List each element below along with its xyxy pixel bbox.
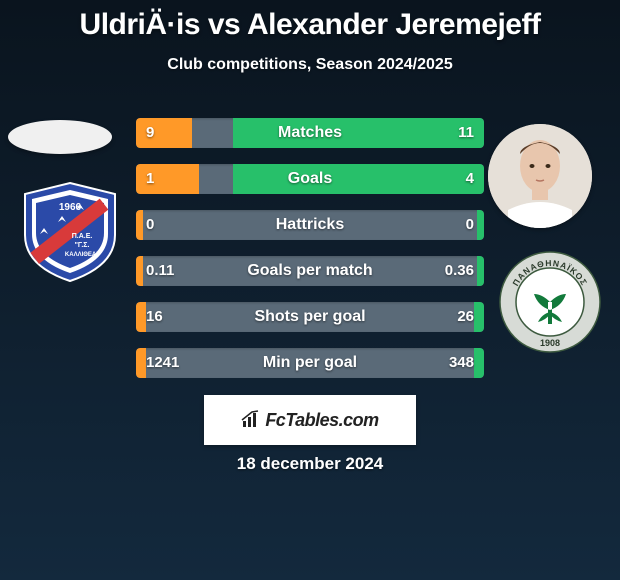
crest-left-year: 1966 (59, 202, 82, 213)
stat-row: 1626Shots per goal (136, 302, 484, 332)
comparison-card: UldriÄ·is vs Alexander Jeremejeff Club c… (0, 0, 620, 580)
svg-text:ΚΑΛΛΙΘΕΑ": ΚΑΛΛΙΘΕΑ" (65, 252, 99, 258)
player-right-avatar (488, 124, 592, 228)
brand-text: FcTables.com (265, 410, 378, 431)
stat-row: 911Matches (136, 118, 484, 148)
stat-label: Hattricks (136, 210, 484, 240)
club-left-crest: 1966 Π.Α.Ε. "Γ.Σ. ΚΑΛΛΙΘΕΑ" (18, 180, 122, 284)
chart-icon (241, 410, 261, 430)
stat-row: 1241348Min per goal (136, 348, 484, 378)
stat-label: Matches (136, 118, 484, 148)
stat-label: Goals per match (136, 256, 484, 286)
brand-badge: FcTables.com (204, 395, 416, 445)
stat-label: Min per goal (136, 348, 484, 378)
svg-text:Π.Α.Ε.: Π.Α.Ε. (72, 233, 93, 240)
subtitle: Club competitions, Season 2024/2025 (0, 56, 620, 74)
stat-label: Goals (136, 164, 484, 194)
stat-label: Shots per goal (136, 302, 484, 332)
date-text: 18 december 2024 (0, 454, 620, 474)
svg-text:"Γ.Σ.: "Γ.Σ. (75, 242, 90, 249)
stat-row: 0.110.36Goals per match (136, 256, 484, 286)
stat-row: 00Hattricks (136, 210, 484, 240)
crest-right-year: 1908 (540, 338, 560, 348)
club-right-crest: ΠΑΝΑΘΗΝΑΪΚΟΣ 1908 (498, 250, 602, 354)
stats-bars: 911Matches 14Goals 00Hattricks 0.110.36Goal… (136, 118, 484, 394)
player-left-avatar (8, 120, 112, 154)
page-title: UldriÄ·is vs Alexander Jeremejeff (0, 0, 620, 42)
stat-row: 14Goals (136, 164, 484, 194)
